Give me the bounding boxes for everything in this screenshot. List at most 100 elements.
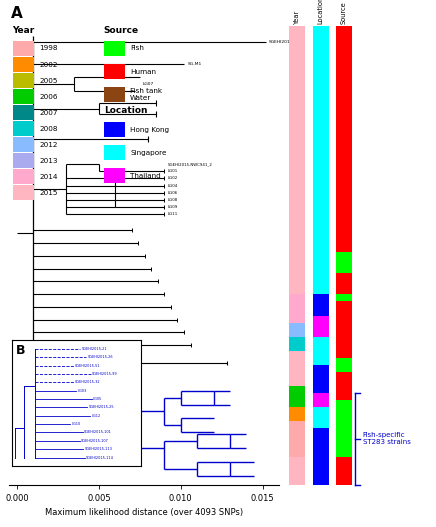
- Bar: [313, 69, 329, 76]
- Bar: [289, 464, 305, 471]
- Bar: [289, 153, 305, 160]
- Text: Year: Year: [294, 10, 300, 24]
- Bar: [289, 358, 305, 365]
- Bar: [336, 168, 352, 174]
- Bar: [289, 450, 305, 456]
- Bar: [313, 33, 329, 41]
- Bar: [336, 83, 352, 90]
- Bar: [289, 266, 305, 273]
- Bar: [313, 196, 329, 203]
- Bar: [336, 245, 352, 252]
- Bar: [313, 111, 329, 118]
- Bar: [336, 76, 352, 83]
- Bar: [289, 379, 305, 386]
- Bar: [336, 266, 352, 273]
- Bar: [289, 238, 305, 245]
- Bar: [336, 344, 352, 351]
- Bar: [336, 450, 352, 456]
- Bar: [313, 224, 329, 231]
- Bar: [313, 301, 329, 308]
- Bar: [289, 69, 305, 76]
- Bar: [313, 308, 329, 316]
- Bar: [313, 456, 329, 464]
- Bar: [289, 422, 305, 428]
- Bar: [289, 330, 305, 337]
- Bar: [336, 372, 352, 379]
- Bar: [336, 414, 352, 422]
- Bar: [289, 280, 305, 287]
- Bar: [289, 400, 305, 407]
- Text: LG06: LG06: [167, 191, 178, 194]
- Bar: [104, 145, 125, 160]
- Bar: [289, 344, 305, 351]
- Bar: [336, 301, 352, 308]
- Bar: [336, 316, 352, 323]
- Bar: [336, 69, 352, 76]
- Bar: [289, 351, 305, 358]
- Bar: [104, 41, 125, 56]
- Bar: [313, 160, 329, 168]
- Bar: [289, 316, 305, 323]
- Text: 2014: 2014: [39, 174, 58, 180]
- Bar: [336, 147, 352, 153]
- Bar: [313, 273, 329, 280]
- Text: SGEHI2015-101: SGEHI2015-101: [84, 431, 112, 434]
- Bar: [313, 139, 329, 147]
- Bar: [336, 47, 352, 55]
- Bar: [289, 443, 305, 450]
- Bar: [336, 386, 352, 393]
- Bar: [313, 203, 329, 210]
- Bar: [289, 471, 305, 478]
- Bar: [336, 217, 352, 224]
- Bar: [13, 121, 34, 136]
- X-axis label: Maximum likelihood distance (over 4093 SNPs): Maximum likelihood distance (over 4093 S…: [45, 509, 243, 518]
- Text: LG01: LG01: [167, 169, 178, 173]
- Bar: [336, 132, 352, 139]
- Bar: [336, 308, 352, 316]
- Bar: [289, 104, 305, 111]
- Bar: [336, 400, 352, 407]
- Text: SGEHI2015-99: SGEHI2015-99: [92, 372, 118, 376]
- Bar: [289, 62, 305, 69]
- Bar: [313, 351, 329, 358]
- Bar: [336, 287, 352, 295]
- Bar: [336, 428, 352, 435]
- Bar: [313, 90, 329, 97]
- Bar: [289, 26, 305, 33]
- Bar: [313, 393, 329, 400]
- Bar: [289, 196, 305, 203]
- Text: LG07: LG07: [143, 82, 154, 86]
- Bar: [289, 337, 305, 344]
- Bar: [313, 189, 329, 196]
- Bar: [13, 73, 34, 88]
- Bar: [313, 174, 329, 181]
- Bar: [313, 358, 329, 365]
- Bar: [104, 168, 125, 183]
- Bar: [313, 26, 329, 33]
- Bar: [313, 104, 329, 111]
- Bar: [289, 76, 305, 83]
- Bar: [289, 139, 305, 147]
- Bar: [336, 259, 352, 266]
- Bar: [336, 379, 352, 386]
- Bar: [289, 435, 305, 443]
- Bar: [289, 231, 305, 238]
- Bar: [313, 217, 329, 224]
- Bar: [336, 196, 352, 203]
- Text: 2012: 2012: [39, 142, 58, 148]
- Bar: [313, 379, 329, 386]
- Bar: [336, 471, 352, 478]
- Bar: [336, 118, 352, 125]
- Bar: [313, 245, 329, 252]
- Bar: [289, 245, 305, 252]
- Bar: [289, 97, 305, 104]
- Text: 2015: 2015: [39, 190, 58, 196]
- Bar: [289, 168, 305, 174]
- Bar: [313, 400, 329, 407]
- Bar: [336, 337, 352, 344]
- Bar: [336, 323, 352, 330]
- Bar: [313, 41, 329, 47]
- Text: Thailand: Thailand: [130, 173, 161, 179]
- Bar: [289, 217, 305, 224]
- Bar: [289, 414, 305, 422]
